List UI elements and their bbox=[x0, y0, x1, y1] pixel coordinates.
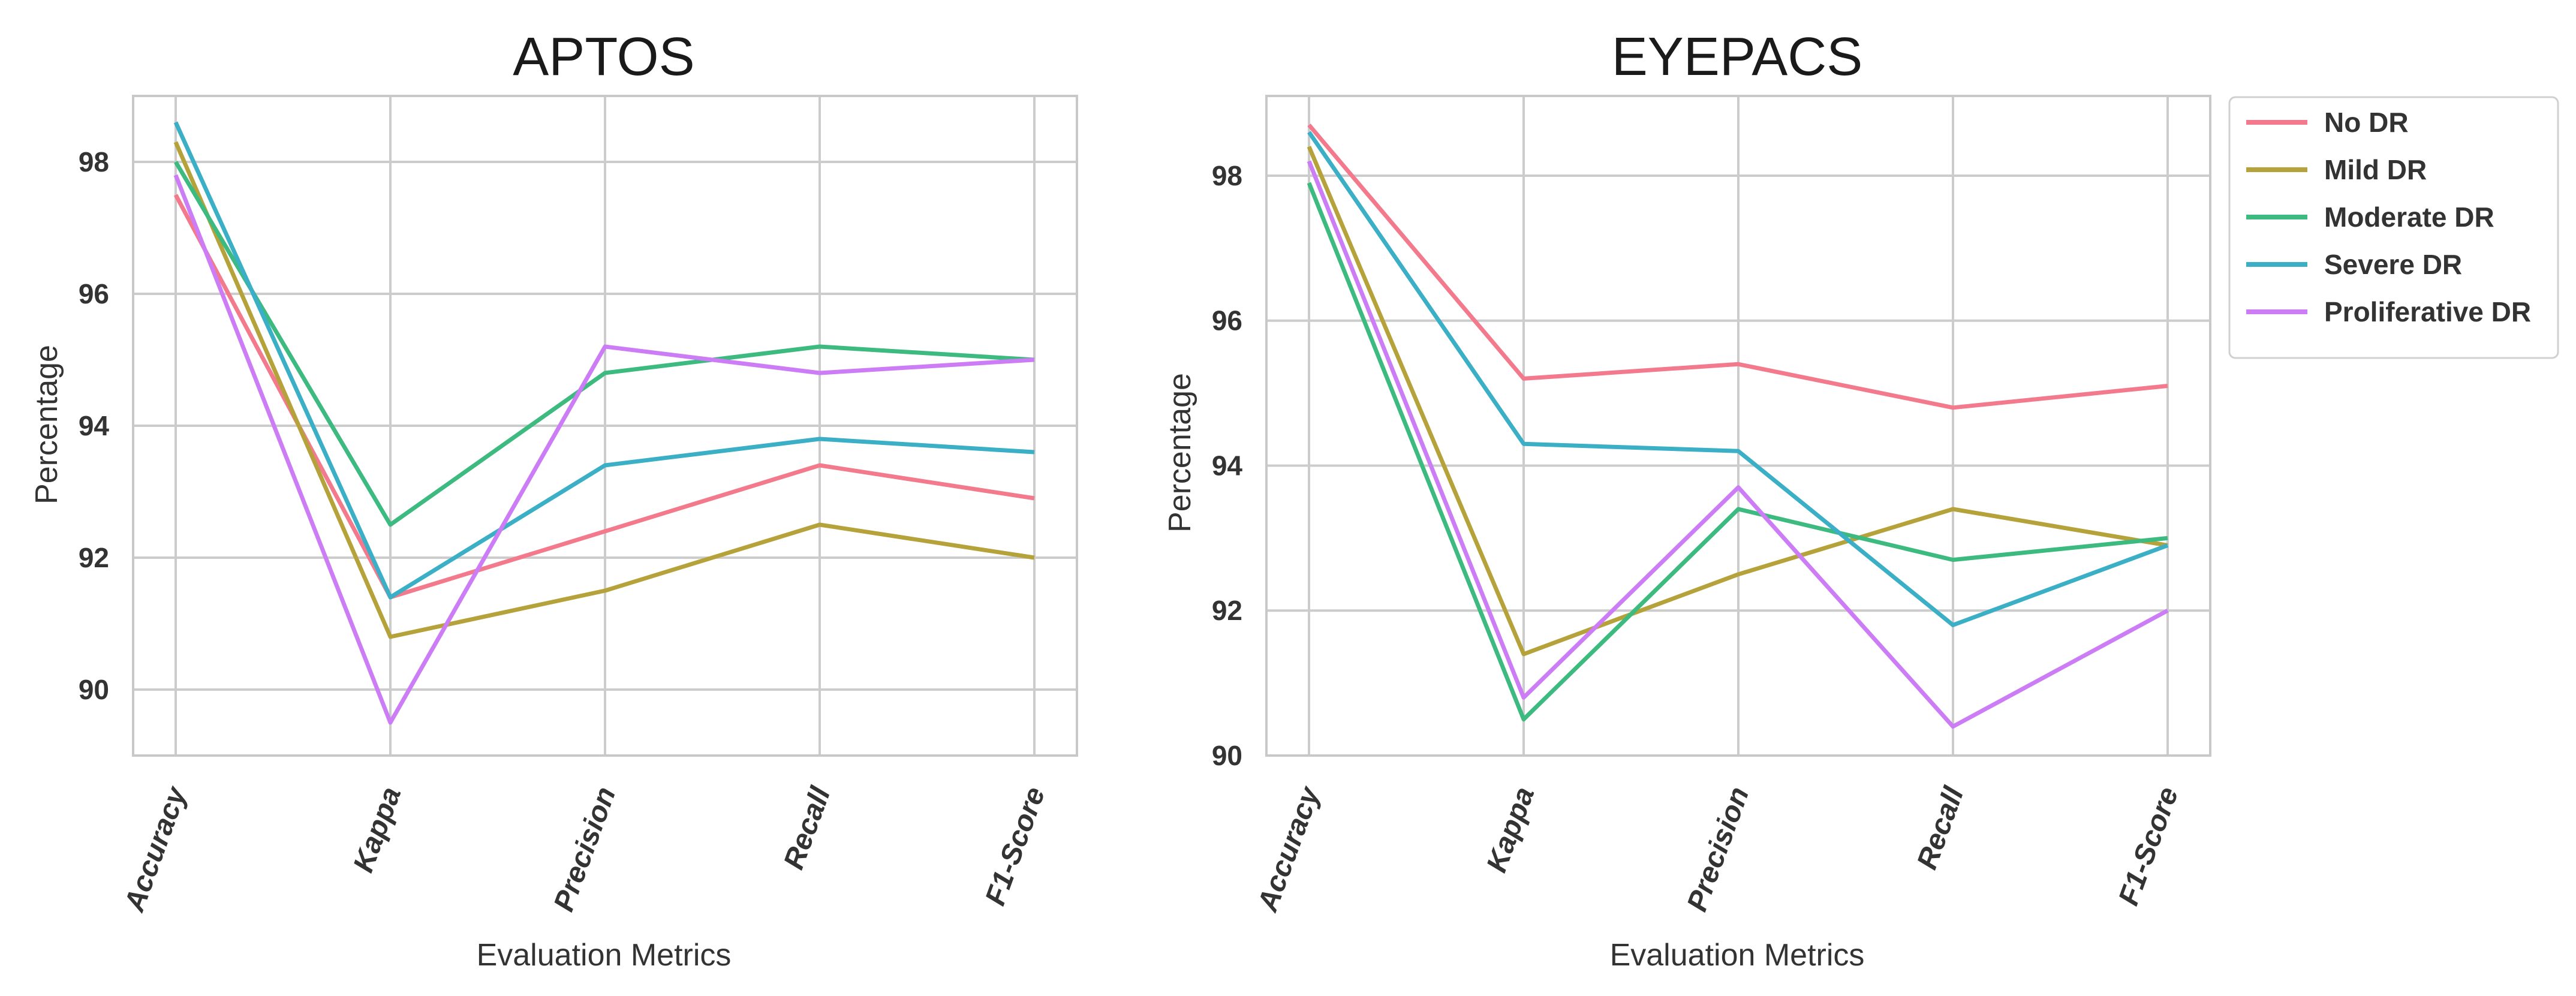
eyepacs-chart-title: EYEPACS bbox=[1612, 27, 1863, 87]
aptos-chart-title: APTOS bbox=[513, 27, 694, 87]
x-tick-label-kappa: Kappa bbox=[347, 783, 407, 877]
eyepacs-x-axis-label: Evaluation Metrics bbox=[1610, 938, 1865, 973]
y-tick-label: 98 bbox=[1212, 160, 1242, 191]
x-tick-label-accuracy: Accuracy bbox=[118, 781, 193, 916]
plot-frame bbox=[1265, 95, 2211, 757]
aptos-chart: APTOS Percentage Evaluation Metrics 90 92… bbox=[29, 27, 1078, 973]
aptos-series-line-no-dr bbox=[173, 194, 1035, 600]
y-tick-label: 98 bbox=[79, 146, 109, 177]
aptos-series-line-proliferative-dr bbox=[173, 174, 1035, 725]
eyepacs-series-line-no-dr bbox=[1307, 124, 2168, 410]
x-tick-label-f1-score: F1-Score bbox=[2112, 783, 2184, 910]
eyepacs-y-axis-label: Percentage bbox=[1163, 373, 1197, 532]
legend: No DR Mild DR Moderate DR Severe DR Prolifer… bbox=[2228, 96, 2559, 359]
eyepacs-series-line-mild-dr bbox=[1307, 146, 2168, 657]
y-tick-label: 92 bbox=[1212, 595, 1242, 626]
eyepacs-series-line-severe-dr bbox=[1307, 131, 2169, 627]
y-tick-label: 94 bbox=[1212, 450, 1243, 481]
x-tick-label-kappa: Kappa bbox=[1480, 783, 1540, 877]
y-tick-label: 90 bbox=[1212, 740, 1242, 771]
plot-frame bbox=[132, 95, 1078, 757]
aptos-series-line-mild-dr bbox=[173, 141, 1035, 639]
aptos-series-line-severe-dr bbox=[173, 121, 1035, 600]
x-tick-label-accuracy: Accuracy bbox=[1251, 781, 1326, 916]
legend-label-proliferative-dr: Proliferative DR bbox=[2324, 296, 2531, 327]
y-tick-label: 94 bbox=[79, 410, 110, 441]
aptos-x-axis-label: Evaluation Metrics bbox=[477, 938, 732, 973]
x-tick-label-precision: Precision bbox=[1681, 783, 1756, 916]
y-tick-label: 96 bbox=[1212, 305, 1242, 336]
aptos-series-line-moderate-dr bbox=[173, 161, 1035, 527]
x-tick-label-f1-score: F1-Score bbox=[979, 783, 1051, 910]
eyepacs-chart: EYEPACS Percentage Evaluation Metrics 90… bbox=[1163, 27, 2211, 973]
aptos-y-axis-label: Percentage bbox=[29, 345, 64, 504]
x-tick-label-precision: Precision bbox=[548, 783, 622, 916]
y-tick-label: 92 bbox=[79, 542, 109, 573]
x-tick-label-recall: Recall bbox=[778, 782, 837, 874]
legend-label-moderate-dr: Moderate DR bbox=[2324, 201, 2494, 233]
y-tick-label: 90 bbox=[79, 674, 109, 705]
legend-label-no-dr: No DR bbox=[2324, 107, 2409, 138]
eyepacs-series-line-moderate-dr bbox=[1307, 182, 2168, 722]
x-tick-label-recall: Recall bbox=[1911, 782, 1970, 874]
eyepacs-series-line-proliferative-dr bbox=[1307, 160, 2169, 729]
y-tick-label: 96 bbox=[79, 278, 109, 309]
legend-box bbox=[2228, 96, 2559, 359]
legend-label-mild-dr: Mild DR bbox=[2324, 154, 2427, 185]
legend-label-severe-dr: Severe DR bbox=[2324, 249, 2462, 280]
